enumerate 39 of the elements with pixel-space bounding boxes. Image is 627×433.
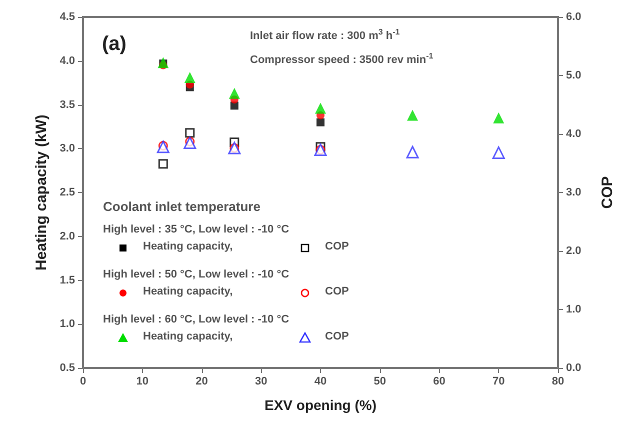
y-tick-label: 4.5 <box>60 11 75 23</box>
y2-tick-label: 4.0 <box>566 128 582 140</box>
y-tick-label: 0.5 <box>60 362 75 374</box>
y-tick-label: 2.0 <box>60 230 75 242</box>
legend-label: Heating capacity, <box>143 330 233 342</box>
legend-label: Heating capacity, <box>143 286 233 298</box>
y-tick-label: 2.5 <box>60 186 75 198</box>
x-tick-label: 20 <box>196 376 208 388</box>
y2-tick-label: 5.0 <box>566 70 582 82</box>
y2-tick-label: 1.0 <box>566 304 582 316</box>
y2-tick-label: 6.0 <box>566 11 582 23</box>
y2-tick-label: 2.0 <box>566 245 582 257</box>
x-tick-label: 80 <box>552 376 564 388</box>
y2-tick-label: 3.0 <box>566 186 582 198</box>
x-tick-label: 30 <box>255 376 268 388</box>
x-tick-label: 0 <box>80 376 86 388</box>
y-tick-label: 1.5 <box>60 274 75 286</box>
y-axis-title: Heating capacity (kW) <box>32 114 50 270</box>
annotation: (a) <box>102 33 126 55</box>
annotation: High level : 60 °C, Low level : -10 °C <box>103 314 290 326</box>
x-tick-label: 50 <box>374 376 386 388</box>
legend-label: Heating capacity, <box>143 240 233 252</box>
legend-label: COP <box>325 240 349 252</box>
y-tick-label: 3.0 <box>60 142 75 155</box>
y-tick-label: 3.5 <box>60 98 75 111</box>
x-tick-label: 60 <box>433 376 446 388</box>
y-tick-label: 4.0 <box>60 54 75 67</box>
legend-title: Coolant inlet temperature <box>103 199 260 214</box>
y-tick-label: 1.0 <box>60 318 75 330</box>
x-tick-label: 40 <box>314 376 327 388</box>
legend-label: COP <box>325 330 349 342</box>
y2-axis-title: COP <box>599 176 616 209</box>
x-axis-title: EXV opening (%) <box>264 397 376 413</box>
x-tick-label: 10 <box>136 376 148 388</box>
x-tick-label: 70 <box>492 376 505 388</box>
legend-label: COP <box>325 286 349 298</box>
annotation: High level : 50 °C, Low level : -10 °C <box>103 268 290 280</box>
annotation: High level : 35 °C, Low level : -10 °C <box>103 224 290 236</box>
y2-tick-label: 0.0 <box>566 362 582 374</box>
